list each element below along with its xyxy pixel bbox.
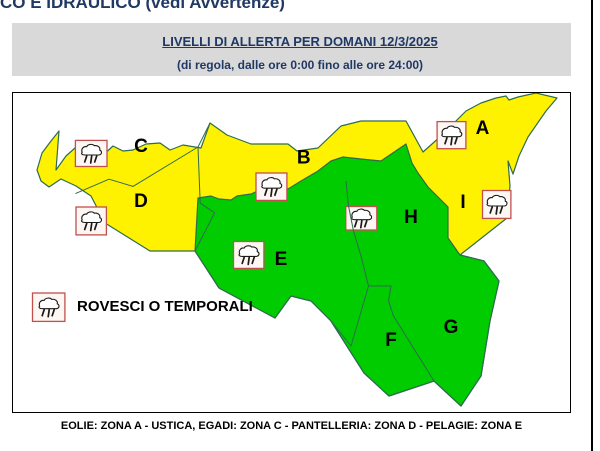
svg-text:A: A xyxy=(476,118,490,139)
svg-text:G: G xyxy=(444,317,459,338)
svg-text:B: B xyxy=(297,148,311,169)
svg-text:E: E xyxy=(275,249,288,270)
svg-text:I: I xyxy=(460,192,465,213)
svg-text:F: F xyxy=(385,330,397,351)
svg-text:ROVESCI O TEMPORALI: ROVESCI O TEMPORALI xyxy=(77,298,253,315)
svg-text:D: D xyxy=(134,191,148,212)
svg-text:H: H xyxy=(404,207,418,228)
svg-text:C: C xyxy=(134,136,148,157)
